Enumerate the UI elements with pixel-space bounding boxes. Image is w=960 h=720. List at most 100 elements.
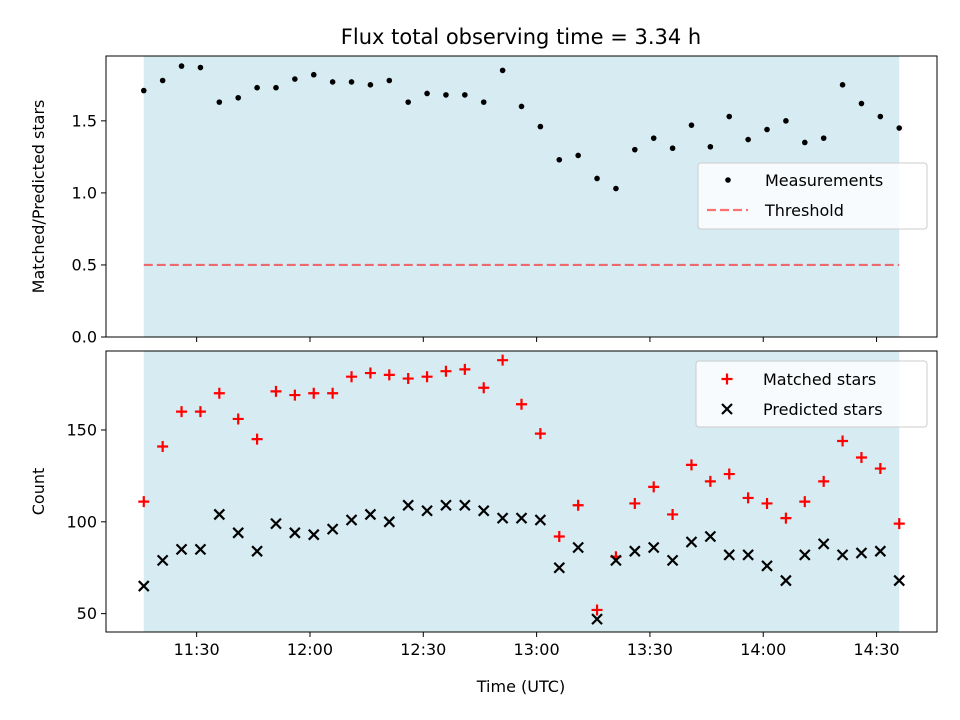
measurement-point xyxy=(310,71,317,78)
measurement-point xyxy=(499,67,506,74)
legend-predicted-marker xyxy=(721,403,733,415)
measurement-point xyxy=(783,118,789,124)
x-tick-label: 13:00 xyxy=(514,640,560,659)
measurement-point xyxy=(669,145,676,152)
legend-measurements-marker xyxy=(725,177,731,183)
x-tick-label: 14:00 xyxy=(740,640,786,659)
measurement-point xyxy=(197,64,204,71)
measurement-point xyxy=(745,136,751,143)
predicted-stars-point xyxy=(893,574,906,587)
measurement-point xyxy=(820,135,827,141)
predicted-stars-point xyxy=(704,530,717,543)
predicted-stars-point xyxy=(534,514,547,526)
predicted-stars-point xyxy=(874,545,887,557)
measurement-point xyxy=(726,113,733,120)
predicted-stars-point xyxy=(251,545,263,557)
measurement-point xyxy=(254,84,260,91)
predicted-stars-point xyxy=(855,547,868,559)
predicted-stars-point xyxy=(289,527,301,539)
legend-predicted-label: Predicted stars xyxy=(763,400,883,419)
predicted-stars-point xyxy=(496,512,509,524)
predicted-stars-point xyxy=(515,512,528,524)
measurement-point xyxy=(650,135,657,141)
predicted-stars-point xyxy=(156,554,169,567)
matched-stars-point xyxy=(402,373,414,385)
matched-stars-point xyxy=(421,371,433,383)
measurement-point xyxy=(216,99,223,105)
measurement-point xyxy=(424,90,430,97)
measurement-point xyxy=(537,123,544,130)
measurement-point xyxy=(348,79,355,85)
matched-stars-point xyxy=(704,475,716,487)
predicted-stars-point xyxy=(817,538,830,550)
measurement-point xyxy=(556,156,563,163)
measurement-point xyxy=(462,92,468,98)
y-tick-label: 1.0 xyxy=(72,183,97,202)
matched-stars-point xyxy=(440,365,452,377)
measurement-point xyxy=(235,94,242,101)
measurement-point xyxy=(480,99,487,105)
matched-stars-point xyxy=(780,512,792,524)
x-tick-label: 11:30 xyxy=(174,640,220,659)
bottom-panel: 50 100 150 11:30 12:00 12:30 13:00 13:30 14:00 14… xyxy=(29,350,938,659)
measurement-point xyxy=(443,92,449,98)
y-tick-label: 0.5 xyxy=(72,255,97,274)
matched-stars-point xyxy=(742,492,754,504)
matched-stars-point xyxy=(761,497,773,509)
matched-stars-point xyxy=(213,387,225,399)
measurement-point xyxy=(877,113,884,120)
predicted-stars-point xyxy=(553,561,566,574)
x-tick-label: 12:30 xyxy=(400,640,446,659)
measurement-point xyxy=(405,99,411,105)
measurement-point xyxy=(632,146,638,153)
matched-stars-point xyxy=(138,496,150,508)
legend-matched-marker xyxy=(721,373,733,385)
measurement-point xyxy=(386,77,393,84)
predicted-stars-point xyxy=(402,499,414,512)
predicted-stars-point xyxy=(591,613,603,625)
predicted-stars-point xyxy=(780,574,792,587)
matched-stars-point xyxy=(516,398,527,410)
measurement-point xyxy=(707,143,714,150)
legend-matched-label: Matched stars xyxy=(763,370,876,389)
x-axis-label: Time (UTC) xyxy=(476,677,565,696)
predicted-stars-point xyxy=(666,554,679,567)
legend-box xyxy=(695,360,928,428)
x-tick-label: 14:30 xyxy=(854,640,900,659)
chart-title: Flux total observing time = 3.34 h xyxy=(341,25,701,49)
matched-stars-point xyxy=(327,387,339,399)
predicted-stars-point xyxy=(440,499,452,512)
measurement-point xyxy=(613,185,619,192)
predicted-stars-point xyxy=(836,549,849,561)
matched-stars-point xyxy=(308,387,320,399)
measurement-point xyxy=(367,82,374,88)
measurement-point xyxy=(140,87,147,94)
matched-stars-point xyxy=(818,475,830,487)
axes-frame xyxy=(105,55,938,338)
legend-threshold-label: Threshold xyxy=(764,201,844,220)
measurement-point xyxy=(764,126,770,133)
predicted-stars-point xyxy=(194,543,207,556)
matched-stars-point xyxy=(270,385,282,397)
legend-box xyxy=(697,162,928,230)
predicted-stars-point xyxy=(629,545,641,557)
y-tick-label: 150 xyxy=(66,420,97,439)
y-axis-label: Count xyxy=(29,468,48,516)
measurement-point xyxy=(858,100,865,107)
predicted-stars-point xyxy=(723,549,736,561)
matched-stars-point xyxy=(572,499,584,511)
matched-stars-point xyxy=(251,433,263,445)
measurement-point xyxy=(896,125,903,131)
matched-stars-point xyxy=(478,382,490,394)
matched-stars-point xyxy=(497,354,509,366)
predicted-stars-point xyxy=(572,541,584,554)
predicted-stars-point xyxy=(477,505,490,517)
matched-stars-point xyxy=(534,428,546,440)
y-tick-label: 100 xyxy=(66,512,97,531)
matched-stars-point xyxy=(176,406,188,418)
matched-stars-point xyxy=(893,518,905,530)
predicted-stars-point xyxy=(421,505,433,517)
matched-stars-point xyxy=(837,435,849,447)
predicted-stars-point xyxy=(175,543,188,556)
